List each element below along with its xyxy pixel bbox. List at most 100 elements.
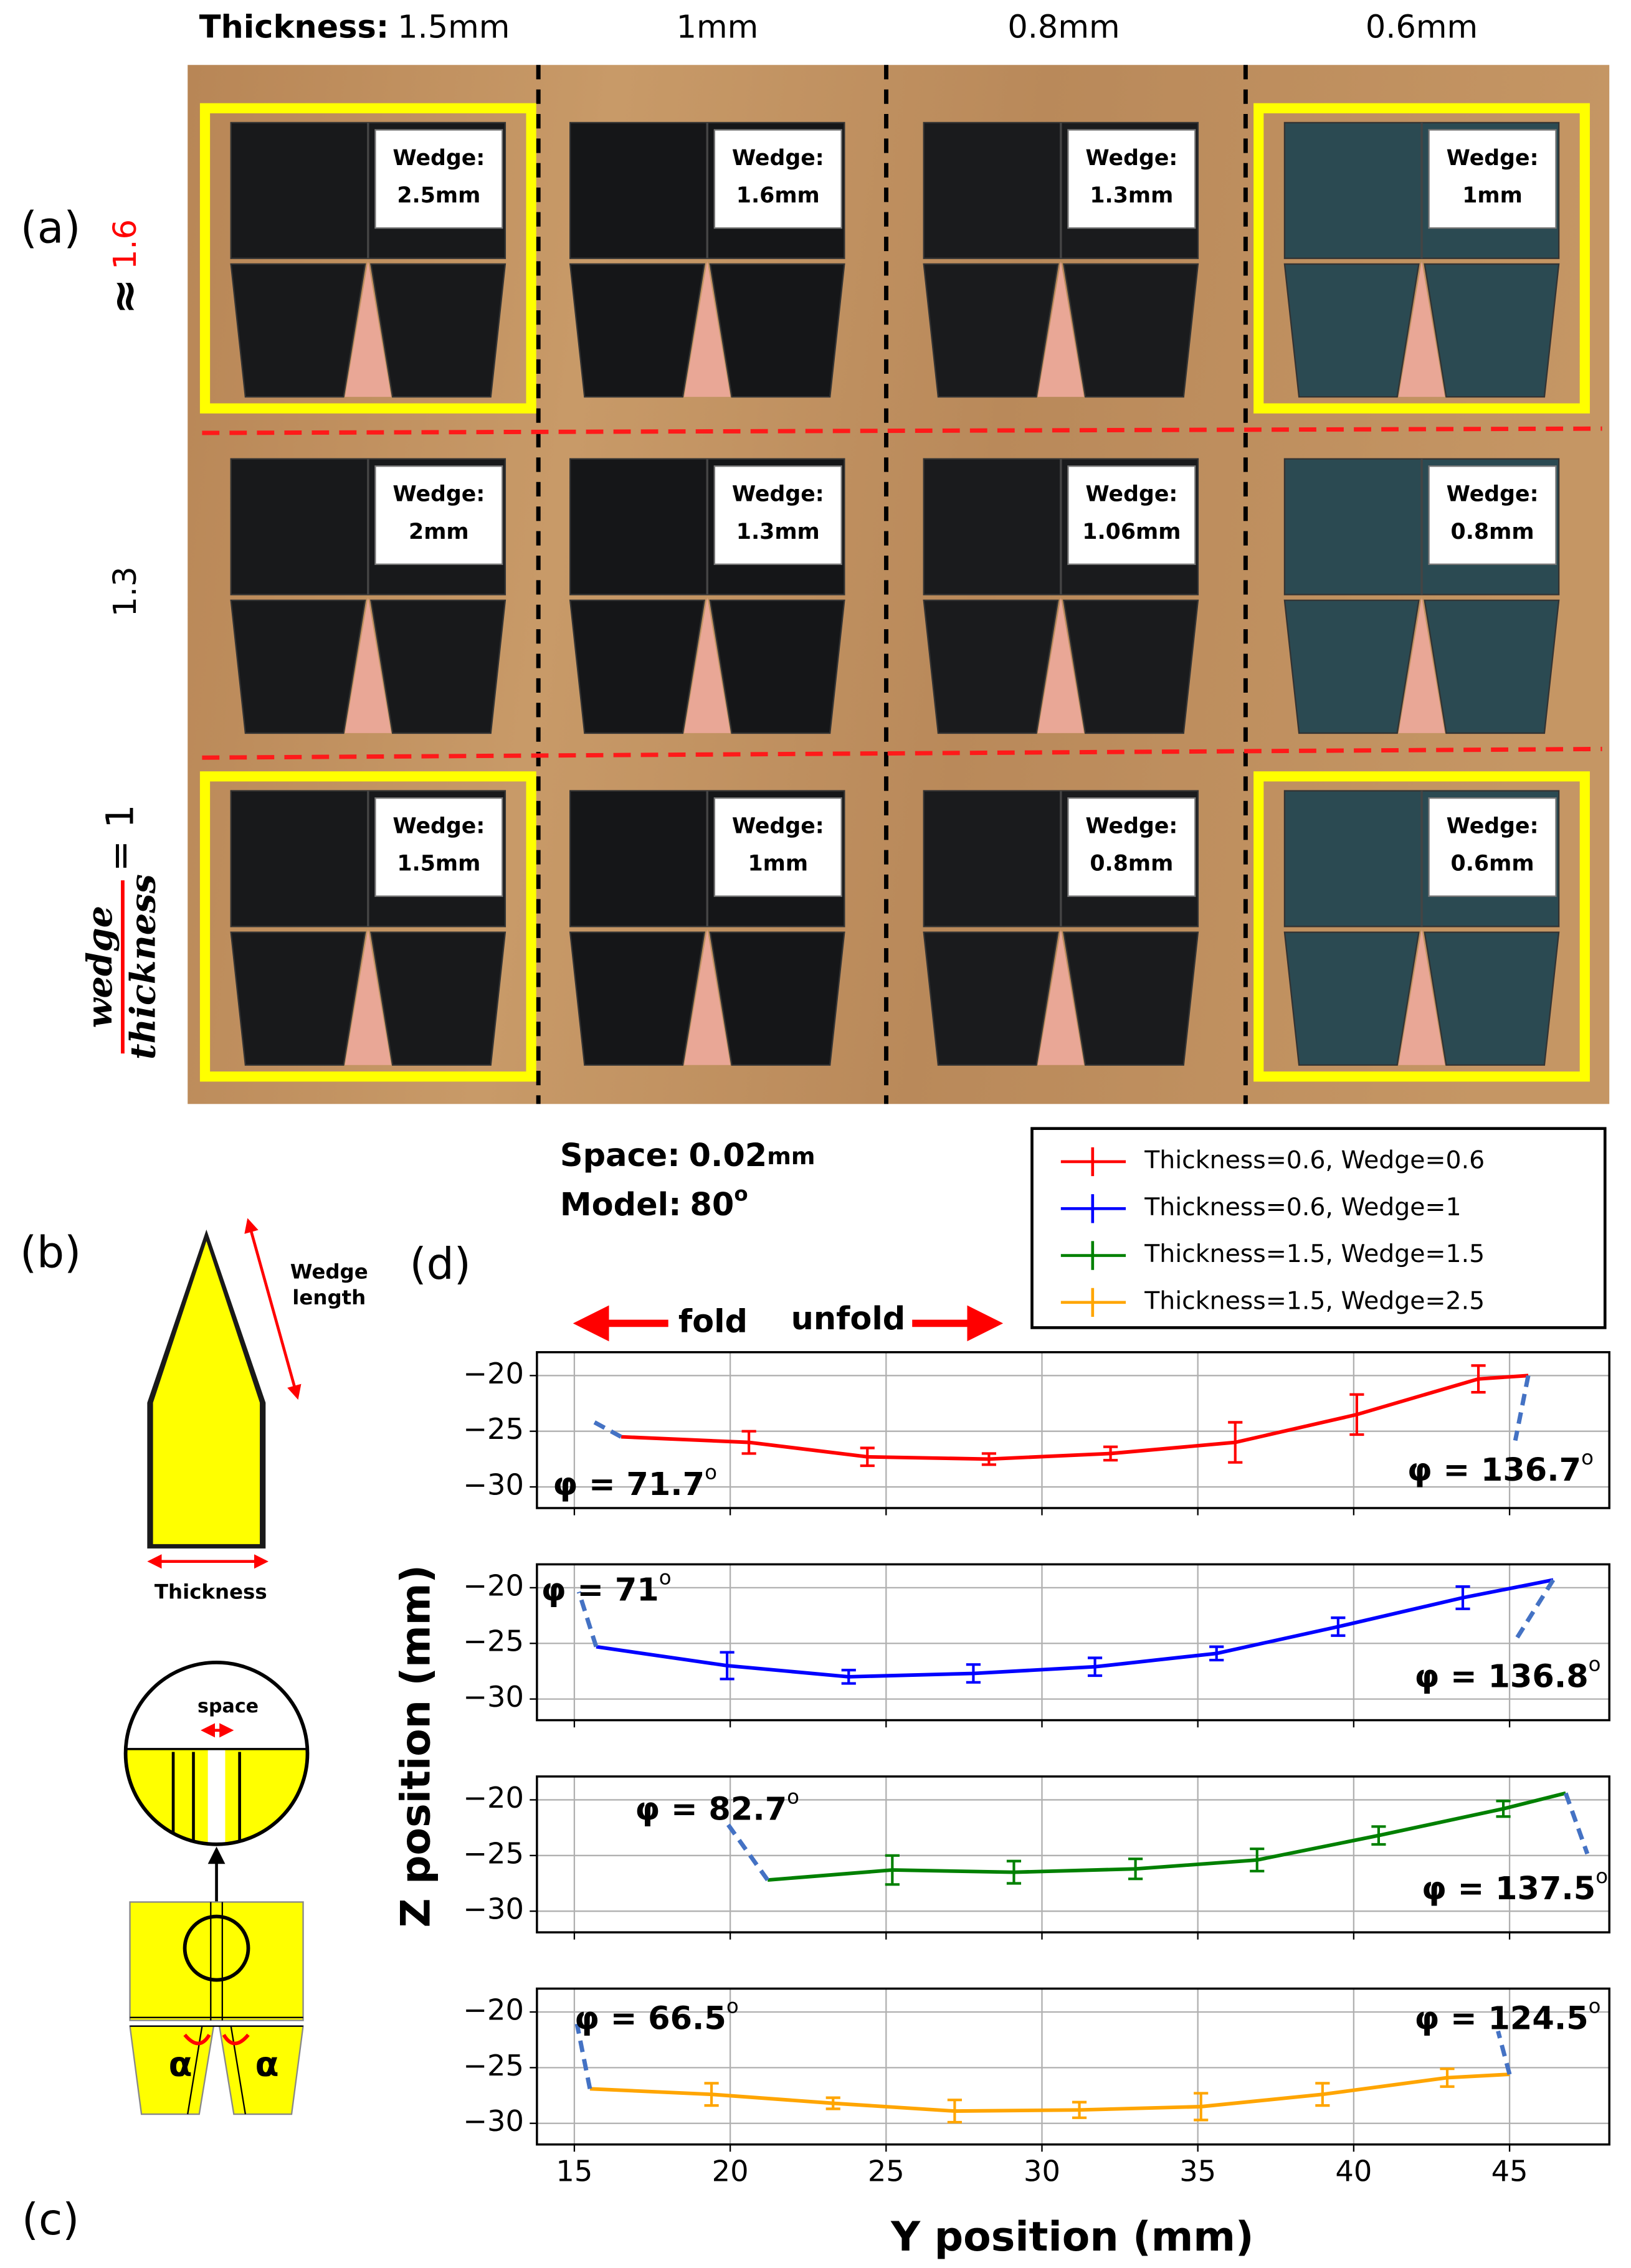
y-tick-label: −25 — [463, 2049, 524, 2082]
piece-bottom — [923, 263, 1059, 398]
plot-frame — [536, 1351, 1610, 1509]
piece-bottom — [923, 931, 1059, 1066]
denominator: thickness — [123, 874, 164, 1060]
wedge-value: 1mm — [748, 852, 808, 876]
error-bar — [860, 1446, 875, 1468]
angle-annotation: φ = 71o — [541, 1566, 672, 1609]
y-tick-label: −30 — [463, 1680, 524, 1714]
angle-label: α — [169, 2044, 193, 2085]
space-note: Space: 0.02mm — [560, 1137, 816, 1174]
piece-bottom — [709, 263, 845, 398]
error-bar — [1006, 1859, 1022, 1885]
legend-label: Thickness=1.5, Wedge=2.5 — [1144, 1286, 1485, 1315]
annotation-text: φ = 71 — [541, 1572, 659, 1608]
y-tick-label: −25 — [463, 1836, 524, 1870]
error-bar — [885, 1854, 900, 1886]
fraction-value: = 1 — [99, 804, 143, 871]
error-bar — [1103, 1445, 1118, 1462]
angle-guide — [722, 1818, 769, 1882]
gap — [1037, 597, 1084, 733]
wedge-shape — [153, 1241, 260, 1544]
wedge-label: Wedge: — [1085, 482, 1177, 507]
y-tick-label: −20 — [463, 1993, 524, 2027]
highlight-box — [199, 103, 536, 414]
piece-bottom — [709, 599, 845, 734]
legend-label: Thickness=0.6, Wedge=0.6 — [1144, 1146, 1485, 1174]
y-tick-label: −30 — [463, 1468, 524, 1502]
unit: mm — [767, 1143, 815, 1170]
wedge-value: 2.5mm — [397, 183, 480, 208]
wedge-value: 1.3mm — [1090, 183, 1173, 208]
y-tick-label: −20 — [463, 1781, 524, 1815]
error-bar — [1496, 1800, 1511, 1818]
angle-guide — [576, 1591, 599, 1648]
piece-bottom — [370, 599, 506, 734]
diagram-label: Wedge — [290, 1260, 368, 1283]
value: 0.02 — [689, 1137, 768, 1174]
y-tick-label: −25 — [463, 1625, 524, 1658]
wedge-label: Wedge: — [1085, 146, 1177, 171]
angle-guide — [1496, 2030, 1512, 2075]
angle-annotation: φ = 136.7o — [1407, 1446, 1594, 1489]
error-bar — [825, 2096, 840, 2110]
piece-bottom — [569, 931, 705, 1066]
piece-bottom — [230, 931, 366, 1066]
error-bar — [1087, 1656, 1103, 1677]
length-arrow — [244, 1218, 302, 1400]
annotation-sup: o — [1595, 1864, 1608, 1888]
piece-bottom — [1063, 263, 1199, 398]
wedge-box — [1428, 797, 1557, 897]
zoom-circle — [123, 1660, 310, 1846]
piece-bottom — [1063, 931, 1199, 1066]
legend-box — [1030, 1127, 1607, 1329]
x-tick-label: 15 — [556, 2155, 592, 2188]
error-bar — [1194, 2092, 1209, 2122]
piece-bottom — [569, 599, 705, 734]
wedge-label: Wedge: — [392, 482, 485, 507]
wedge-box — [713, 797, 842, 897]
highlight-box — [1253, 771, 1590, 1082]
angle-annotation: φ = 82.7o — [635, 1785, 799, 1828]
error-bar — [1349, 1393, 1364, 1436]
piece-bottom — [923, 599, 1059, 734]
annotation-text: φ = 137.5 — [1422, 1871, 1595, 1907]
piece-bottom — [230, 599, 366, 734]
error-bar — [1228, 1421, 1243, 1464]
legend-label: Thickness=0.6, Wedge=1 — [1144, 1193, 1461, 1222]
annotation-text: φ = 124.5 — [1414, 2000, 1588, 2037]
series-line — [589, 2072, 1510, 2113]
wedge-value: 1mm — [1462, 183, 1523, 208]
wedge-value: 0.6mm — [1451, 852, 1534, 876]
wedge-label: Wedge: — [732, 146, 824, 171]
model-note: Model: 80o — [560, 1182, 748, 1223]
wedge-value: 2mm — [409, 520, 469, 544]
error-bar — [1250, 1847, 1265, 1872]
panel-label: (a) — [21, 203, 81, 254]
value: 80 — [690, 1187, 734, 1223]
angle-guide — [574, 2023, 592, 2090]
angle-annotation: φ = 71.7o — [553, 1460, 717, 1503]
angle-annotation: φ = 124.5o — [1414, 1995, 1600, 2038]
wedge-value: 1.06mm — [1082, 520, 1181, 544]
gap — [684, 929, 731, 1065]
x-tick-label: 20 — [712, 2155, 749, 2188]
angle-guide — [1515, 1578, 1556, 1639]
error-bar — [1440, 2067, 1455, 2088]
wedge-box — [374, 797, 503, 897]
x-tick-label: 30 — [1024, 2155, 1060, 2188]
piece-bottom — [1424, 931, 1560, 1066]
angle-guide — [1563, 1792, 1590, 1855]
wedge-box — [713, 465, 842, 566]
angle-label: α — [255, 2044, 279, 2085]
x-tick-label: 45 — [1491, 2155, 1528, 2188]
panel-label: (b) — [20, 1228, 81, 1278]
row-value: 1.6 — [107, 219, 144, 270]
piece-bottom — [370, 263, 506, 398]
x-tick-label: 35 — [1179, 2155, 1216, 2188]
annotation-text: φ = 66.5 — [574, 2000, 726, 2037]
gap — [1037, 929, 1084, 1065]
row-divider — [202, 746, 1602, 760]
x-axis-label: Y position (mm) — [890, 2214, 1253, 2261]
annotation-sup: o — [705, 1460, 717, 1484]
